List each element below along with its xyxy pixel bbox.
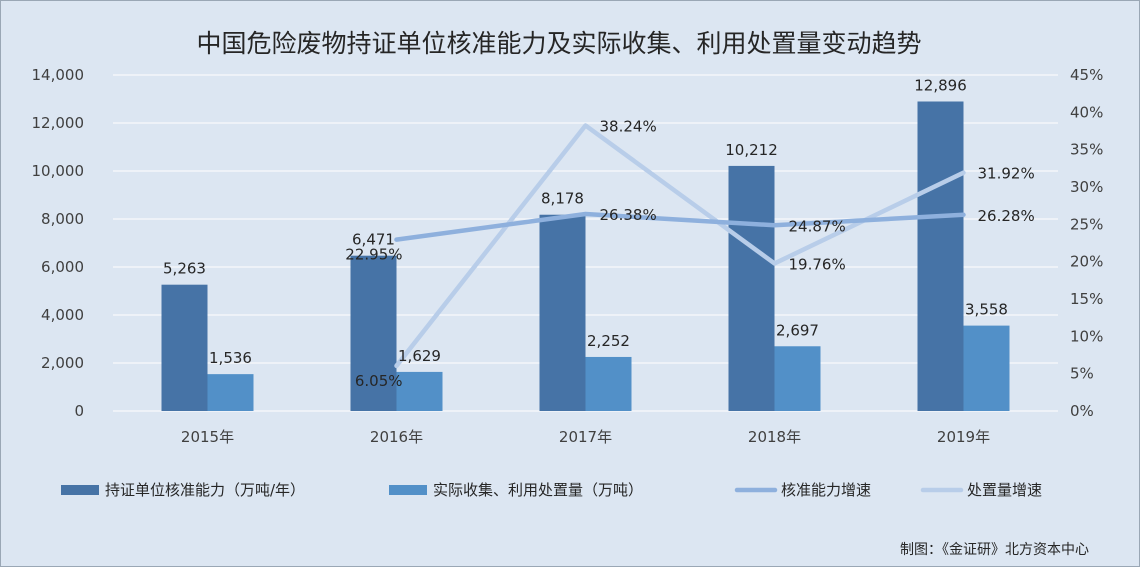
bar-series xyxy=(161,101,1010,411)
left-tick-label: 12,000 xyxy=(32,114,85,132)
right-tick-label: 40% xyxy=(1070,103,1103,121)
bar xyxy=(963,325,1010,411)
legend-label: 处置量增速 xyxy=(967,481,1042,499)
x-axis-ticks: 2015年 2016年 2017年 2018年 2019年 xyxy=(181,428,990,446)
bar-value-label: 5,263 xyxy=(163,260,206,278)
right-tick-label: 20% xyxy=(1070,253,1103,271)
growth-line xyxy=(394,123,966,369)
line-value-label: 24.87% xyxy=(789,217,846,235)
growth-line xyxy=(394,211,966,242)
bar-value-label: 1,629 xyxy=(398,347,441,365)
bar xyxy=(539,214,586,411)
bar xyxy=(585,356,632,411)
line-value-label: 6.05% xyxy=(355,372,403,390)
right-axis-ticks: 0% 5% 10% 15% 20% 25% 30% 35% 40% 45% xyxy=(1070,66,1103,420)
bar xyxy=(917,101,964,411)
bar-value-label: 6,471 xyxy=(352,231,395,249)
left-tick-label: 6,000 xyxy=(41,258,84,276)
credit-text: 制图：《金证研》北方资本中心 xyxy=(900,542,1089,558)
right-tick-label: 25% xyxy=(1070,215,1103,233)
x-tick-label: 2017年 xyxy=(559,428,612,446)
right-tick-label: 45% xyxy=(1070,66,1103,84)
x-tick-label: 2019年 xyxy=(937,428,990,446)
bar-value-label: 2,252 xyxy=(587,332,630,350)
x-tick-label: 2016年 xyxy=(370,428,423,446)
bar-value-label: 1,536 xyxy=(209,349,252,367)
bar-value-label: 8,178 xyxy=(541,190,584,208)
bar xyxy=(396,371,443,411)
right-tick-label: 30% xyxy=(1070,178,1103,196)
line-value-label: 19.76% xyxy=(789,255,846,273)
data-labels: 5,263 6,471 8,178 10,212 12,896 1,536 1,629 2,2… xyxy=(163,76,1035,389)
bar-value-label: 10,212 xyxy=(725,141,778,159)
line-value-label: 26.38% xyxy=(600,206,657,224)
bar-value-label: 3,558 xyxy=(965,301,1008,319)
bar xyxy=(350,255,397,411)
left-tick-label: 0 xyxy=(74,402,84,420)
line-value-label: 26.28% xyxy=(978,207,1035,225)
legend-swatch xyxy=(61,485,99,495)
line-series xyxy=(394,123,966,369)
chart-title: 中国危险废物持证单位核准能力及实际收集、利用处置量变动趋势 xyxy=(196,29,921,58)
right-tick-label: 5% xyxy=(1070,365,1094,383)
legend-label: 持证单位核准能力（万吨/年） xyxy=(105,481,305,499)
legend-swatch xyxy=(389,485,427,495)
bar xyxy=(728,165,775,411)
bar-value-label: 2,697 xyxy=(776,321,819,339)
legend-label: 核准能力增速 xyxy=(781,481,871,499)
line-value-label: 38.24% xyxy=(600,117,657,135)
bar-value-label: 12,896 xyxy=(914,76,967,94)
left-axis-ticks: 0 2,000 4,000 6,000 8,000 10,000 12,000 14,000 xyxy=(32,66,85,420)
bar xyxy=(161,284,208,411)
left-tick-label: 14,000 xyxy=(32,66,85,84)
line-value-label: 22.95% xyxy=(345,246,402,264)
left-tick-label: 4,000 xyxy=(41,306,84,324)
bar xyxy=(774,346,821,411)
left-tick-label: 10,000 xyxy=(32,162,85,180)
left-tick-label: 8,000 xyxy=(41,210,84,228)
right-tick-label: 10% xyxy=(1070,327,1103,345)
right-tick-label: 0% xyxy=(1070,402,1094,420)
legend-label: 实际收集、利用处置量（万吨） xyxy=(433,481,643,499)
right-tick-label: 35% xyxy=(1070,141,1103,159)
legend: 持证单位核准能力（万吨/年） 实际收集、利用处置量（万吨） 核准能力增速 处置量增速 xyxy=(61,481,1042,499)
left-tick-label: 2,000 xyxy=(41,354,84,372)
bar xyxy=(207,374,254,411)
x-tick-label: 2018年 xyxy=(748,428,801,446)
x-tick-label: 2015年 xyxy=(181,428,234,446)
right-tick-label: 15% xyxy=(1070,290,1103,308)
line-value-label: 31.92% xyxy=(978,165,1035,183)
